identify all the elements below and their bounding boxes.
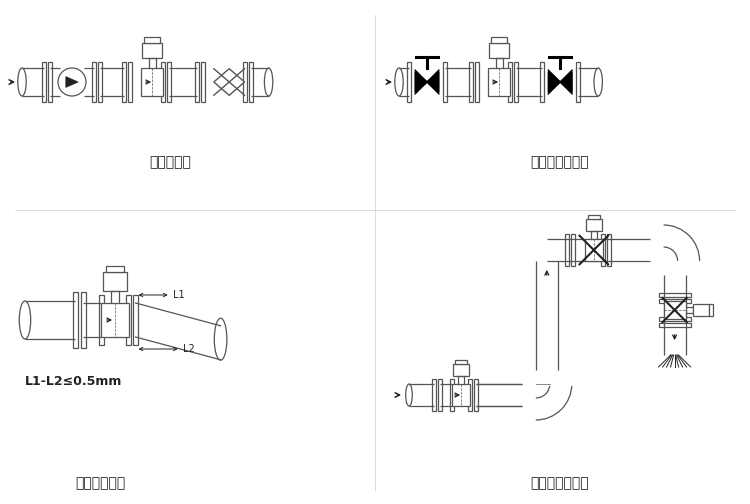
Polygon shape [664, 301, 686, 319]
Polygon shape [103, 272, 127, 291]
Polygon shape [101, 303, 128, 337]
Polygon shape [586, 219, 602, 231]
Polygon shape [144, 37, 160, 43]
Polygon shape [415, 72, 427, 93]
Polygon shape [560, 72, 572, 93]
Polygon shape [491, 37, 507, 43]
Polygon shape [427, 72, 439, 93]
Polygon shape [66, 77, 78, 87]
Polygon shape [548, 72, 560, 93]
Polygon shape [709, 304, 713, 316]
Polygon shape [141, 68, 164, 96]
Polygon shape [488, 68, 510, 96]
Text: 法兰连接偏差: 法兰连接偏差 [75, 476, 125, 490]
Polygon shape [214, 69, 244, 95]
Text: L1: L1 [172, 290, 184, 300]
Text: 弯曲管道上安装: 弯曲管道上安装 [531, 476, 590, 490]
Text: 控制阀前的安装: 控制阀前的安装 [531, 155, 590, 169]
Polygon shape [489, 43, 508, 58]
Text: L2: L2 [182, 344, 194, 354]
Polygon shape [588, 215, 600, 219]
Polygon shape [106, 266, 124, 272]
Circle shape [58, 68, 86, 96]
Polygon shape [453, 364, 469, 376]
Polygon shape [455, 360, 467, 364]
Polygon shape [142, 43, 162, 58]
Polygon shape [452, 384, 470, 406]
Text: L1-L2≤0.5mm: L1-L2≤0.5mm [25, 375, 122, 388]
Text: 泵后的安装: 泵后的安装 [149, 155, 191, 169]
Polygon shape [585, 239, 602, 261]
Polygon shape [693, 304, 709, 316]
